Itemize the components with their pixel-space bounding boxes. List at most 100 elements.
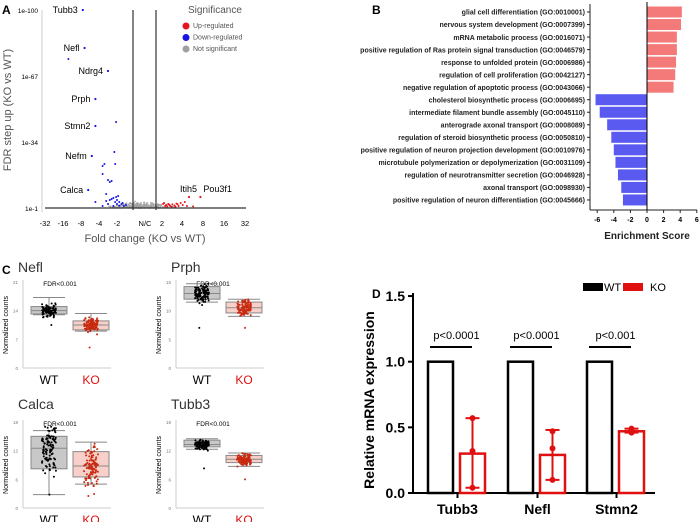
box-point bbox=[206, 295, 209, 298]
volcano-x-tick: -4 bbox=[96, 219, 103, 228]
box-point bbox=[50, 435, 53, 438]
box-point bbox=[84, 484, 87, 487]
box-point bbox=[88, 316, 91, 319]
box-point bbox=[241, 452, 244, 455]
box-point bbox=[204, 298, 207, 301]
down-regulated-point bbox=[115, 196, 118, 198]
box-point bbox=[41, 437, 44, 440]
volcano-x-tick: -32 bbox=[40, 219, 51, 228]
box-point bbox=[42, 450, 45, 453]
box-point bbox=[205, 441, 208, 444]
box-point bbox=[47, 444, 50, 447]
qpcr-category-label: Nefl bbox=[524, 501, 550, 517]
box-point bbox=[50, 309, 53, 312]
box-point bbox=[238, 461, 241, 464]
box-point bbox=[46, 443, 49, 446]
legend-label: Down-regulated bbox=[193, 35, 243, 42]
go-term-label: microtubule polymerization or depolymeri… bbox=[378, 160, 585, 167]
panel-label-a: A bbox=[2, 3, 11, 17]
box-point bbox=[52, 435, 55, 438]
box-point bbox=[203, 442, 206, 445]
box-point bbox=[244, 309, 247, 312]
legend-marker bbox=[182, 22, 190, 30]
not-significant-point bbox=[127, 203, 130, 206]
box-point bbox=[91, 451, 94, 454]
box-point bbox=[41, 461, 44, 464]
box-point bbox=[42, 445, 45, 448]
go-x-tick: -2 bbox=[627, 217, 633, 224]
volcano-x-tick: 8 bbox=[201, 219, 205, 228]
go-term-label: positive regulation of neuron differenti… bbox=[393, 198, 585, 205]
box-point bbox=[96, 448, 99, 451]
up-regulated-point bbox=[181, 204, 184, 206]
down-regulated-point bbox=[67, 58, 70, 60]
go-bar bbox=[647, 69, 676, 81]
box-point bbox=[88, 346, 91, 349]
box-point bbox=[52, 437, 55, 440]
not-significant-point bbox=[156, 203, 159, 205]
boxplot-y-tick: 0 bbox=[168, 366, 171, 371]
box-point bbox=[207, 299, 210, 302]
gene-point bbox=[187, 195, 191, 199]
box-point bbox=[247, 455, 250, 458]
up-regulated-point bbox=[171, 203, 174, 206]
box-point bbox=[202, 285, 205, 288]
box-point bbox=[90, 482, 93, 485]
qpcr-data-point bbox=[469, 415, 476, 422]
box-point bbox=[52, 427, 55, 430]
box-point bbox=[194, 443, 197, 446]
box-point bbox=[44, 472, 47, 475]
not-significant-point bbox=[152, 203, 155, 206]
box-point bbox=[88, 476, 91, 479]
box-point bbox=[201, 439, 204, 442]
down-regulated-point bbox=[116, 203, 118, 205]
box-point bbox=[86, 328, 89, 331]
volcano-y-tick: 1e-67 bbox=[21, 74, 38, 81]
box-point bbox=[87, 331, 90, 334]
group-label: KO bbox=[235, 373, 252, 387]
box-point bbox=[195, 288, 198, 291]
volcano-y-tick: 1e-34 bbox=[21, 140, 38, 147]
volcano-x-tick: 4 bbox=[180, 219, 184, 228]
qpcr-bar-wt bbox=[585, 360, 614, 495]
box-point bbox=[93, 461, 96, 464]
go-bar bbox=[647, 19, 682, 31]
box-point bbox=[240, 312, 243, 315]
box-point bbox=[83, 470, 86, 473]
box-point bbox=[48, 465, 51, 468]
box-point bbox=[198, 290, 201, 293]
box-point bbox=[46, 308, 49, 311]
box-point bbox=[240, 456, 243, 459]
box-point bbox=[54, 427, 57, 430]
box-point bbox=[84, 479, 87, 482]
group-label: WT bbox=[193, 373, 212, 387]
box-point bbox=[89, 324, 92, 327]
gene-label: Calca bbox=[60, 185, 83, 195]
boxplot-y-tick: 6 bbox=[15, 477, 18, 482]
box-point bbox=[238, 311, 241, 314]
go-term-label: response to unfolded protein (GO:0006986… bbox=[441, 60, 585, 67]
down-regulated-point bbox=[113, 151, 116, 153]
down-regulated-point bbox=[110, 180, 113, 182]
box-point bbox=[54, 437, 57, 440]
box-point bbox=[90, 459, 93, 462]
go-bar bbox=[622, 194, 647, 206]
boxplot-y-tick: 12 bbox=[13, 449, 19, 454]
box-point bbox=[48, 435, 51, 438]
volcano-y-tick: 1e-100 bbox=[18, 8, 39, 15]
box-point bbox=[42, 452, 45, 455]
not-significant-point bbox=[146, 202, 149, 204]
boxplot-y-tick: 12 bbox=[166, 449, 172, 454]
box-point bbox=[207, 440, 210, 443]
box-point bbox=[90, 454, 93, 457]
down-regulated-point bbox=[114, 201, 117, 203]
qpcr-category-label: Tubb3 bbox=[437, 501, 478, 517]
box-point bbox=[93, 476, 96, 479]
box-point bbox=[54, 309, 57, 312]
box-point bbox=[88, 328, 91, 331]
legend-label-wt: WT bbox=[604, 282, 621, 294]
box-point bbox=[201, 304, 204, 307]
qpcr-data-point bbox=[469, 447, 476, 454]
box-point bbox=[204, 295, 207, 298]
qpcr-data-point bbox=[549, 445, 556, 452]
